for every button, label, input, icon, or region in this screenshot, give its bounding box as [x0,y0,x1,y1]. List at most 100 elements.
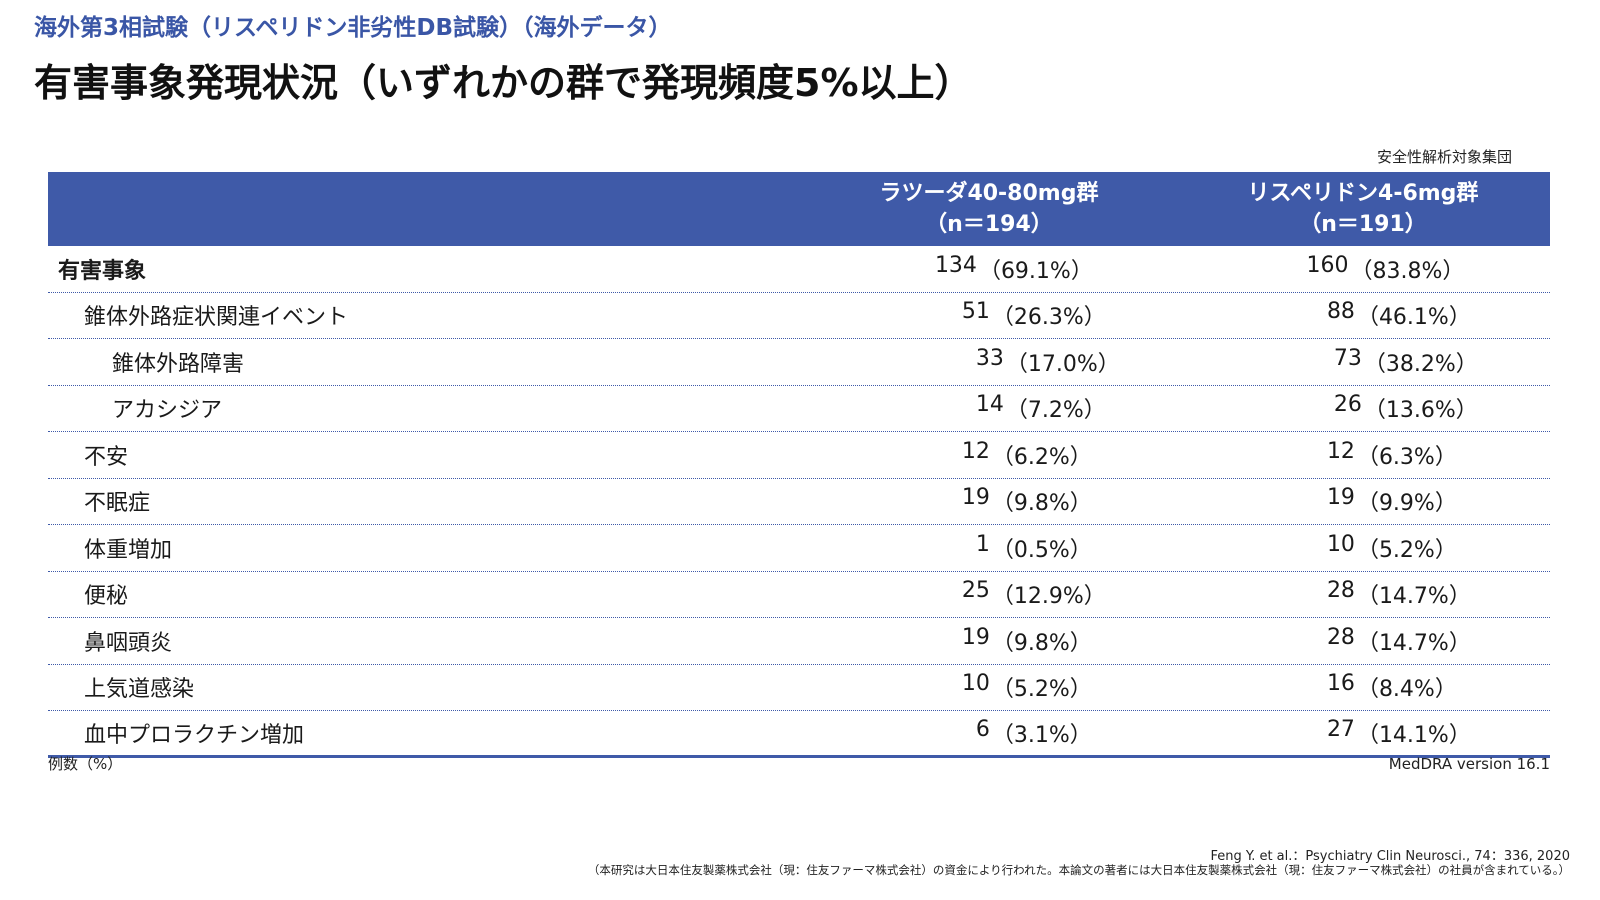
table-row: 有害事象 134 （69.1%） 160 （83.8%） [48,246,1550,293]
funding-note: （本研究は大日本住友製薬株式会社（現：住友ファーマ株式会社）の資金により行われた… [587,863,1570,877]
column-header-n: （n＝191） [1299,212,1427,237]
column-header-latuda: ラツーダ40-80mg群 （n＝194） [802,178,1176,240]
risperidone-count: 27 [1326,716,1355,742]
risperidone-percent: （83.8%） [1350,258,1465,284]
row-label: 不安 [84,444,129,470]
latuda-value: 134 （69.1%） [807,253,1179,285]
risperidone-percent: （5.2%） [1356,537,1457,563]
latuda-value: 10 （5.2%） [820,671,1185,703]
latuda-count: 1 [975,531,990,557]
risperidone-count: 10 [1326,531,1355,557]
table-header: ラツーダ40-80mg群 （n＝194） リスペリドン4-6mg群 （n＝191… [48,172,1550,246]
row-label: 体重増加 [84,537,173,563]
table-row: 不眠症 19 （9.8%） 19 （9.9%） [48,479,1550,525]
table-body: 有害事象 134 （69.1%） 160 （83.8%） 錐体外路症状関連イベント 51 （2… [48,246,1550,758]
citation: Feng Y. et al.：Psychiatry Clin Neurosci.… [1210,849,1571,864]
table-row: アカシジア 14 （7.2%） 26 （13.6%） [48,386,1550,432]
risperidone-percent: （9.9%） [1356,491,1457,517]
risperidone-count: 160 [1306,252,1349,278]
table-row: 血中プロラクチン増加 6 （3.1%） 27 （14.1%） [48,711,1550,758]
latuda-value: 25 （12.9%） [820,578,1185,610]
dictionary-version: MedDRA version 16.1 [1388,755,1550,773]
slide-subtitle: 海外第3相試験（リスペリドン非劣性DB試験）（海外データ） [34,15,672,41]
risperidone-value: 26 （13.6%） [1192,392,1550,424]
risperidone-count: 12 [1326,438,1355,464]
table-row: 便秘 25 （12.9%） 28 （14.7%） [48,572,1550,618]
risperidone-count: 26 [1333,392,1362,418]
risperidone-percent: （38.2%） [1363,351,1478,377]
risperidone-percent: （13.6%） [1363,398,1478,424]
column-header-name: ラツーダ40-80mg群 [879,181,1099,206]
row-label: 錐体外路障害 [112,351,245,377]
latuda-count: 19 [961,485,990,511]
adverse-events-table: ラツーダ40-80mg群 （n＝194） リスペリドン4-6mg群 （n＝191… [48,172,1550,758]
table-row: 錐体外路症状関連イベント 51 （26.3%） 88 （46.1%） [48,293,1550,339]
row-label: 有害事象 [58,258,147,284]
column-header-name: リスペリドン4-6mg群 [1247,181,1479,206]
latuda-percent: （26.3%） [991,305,1106,331]
table-row: 体重増加 1 （0.5%） 10 （5.2%） [48,525,1550,572]
latuda-value: 51 （26.3%） [820,299,1185,331]
risperidone-count: 28 [1326,578,1355,604]
row-label: 便秘 [84,584,129,610]
risperidone-percent: （46.1%） [1356,305,1471,331]
latuda-percent: （0.5%） [991,537,1092,563]
latuda-percent: （17.0%） [1005,351,1120,377]
latuda-value: 1 （0.5%） [820,532,1185,564]
row-label: 鼻咽頭炎 [84,630,173,656]
latuda-count: 14 [975,392,1004,418]
risperidone-count: 28 [1326,624,1355,650]
latuda-count: 6 [975,716,990,742]
latuda-count: 25 [961,578,990,604]
unit-note: 例数（%） [48,755,123,773]
risperidone-percent: （14.7%） [1356,630,1471,656]
latuda-percent: （9.8%） [991,491,1092,517]
risperidone-percent: （14.1%） [1356,722,1471,748]
risperidone-value: 28 （14.7%） [1185,625,1550,657]
latuda-count: 10 [961,671,990,697]
risperidone-value: 88 （46.1%） [1185,299,1550,331]
latuda-value: 12 （6.2%） [820,439,1185,471]
risperidone-count: 19 [1326,485,1355,511]
latuda-value: 14 （7.2%） [834,392,1192,424]
latuda-percent: （5.2%） [991,677,1092,703]
latuda-count: 33 [975,345,1004,371]
latuda-value: 33 （17.0%） [834,346,1192,378]
latuda-value: 19 （9.8%） [820,625,1185,657]
latuda-percent: （69.1%） [978,258,1093,284]
risperidone-count: 73 [1333,345,1362,371]
latuda-percent: （7.2%） [1005,398,1106,424]
risperidone-value: 19 （9.9%） [1185,485,1550,517]
table-row: 錐体外路障害 33 （17.0%） 73 （38.2%） [48,339,1550,386]
row-label: 不眠症 [84,491,151,517]
risperidone-percent: （8.4%） [1356,677,1457,703]
risperidone-value: 73 （38.2%） [1192,346,1550,378]
row-label: 上気道感染 [84,677,195,703]
risperidone-percent: （6.3%） [1356,444,1457,470]
analysis-population: 安全性解析対象集団 [1376,148,1512,166]
row-label: 血中プロラクチン増加 [84,722,305,748]
latuda-count: 51 [961,299,990,325]
slide-title: 有害事象発現状況（いずれかの群で発現頻度5%以上） [34,61,973,105]
row-label: 錐体外路症状関連イベント [84,305,349,331]
table-row: 鼻咽頭炎 19 （9.8%） 28 （14.7%） [48,618,1550,665]
risperidone-value: 10 （5.2%） [1185,532,1550,564]
risperidone-value: 12 （6.3%） [1185,439,1550,471]
risperidone-value: 16 （8.4%） [1185,671,1550,703]
column-header-n: （n＝194） [925,212,1053,237]
risperidone-value: 27 （14.1%） [1185,717,1550,749]
latuda-percent: （3.1%） [991,722,1092,748]
latuda-value: 6 （3.1%） [820,717,1185,749]
latuda-count: 134 [934,252,977,278]
row-label: アカシジア [112,398,223,424]
column-header-risperidone: リスペリドン4-6mg群 （n＝191） [1176,178,1550,240]
risperidone-count: 88 [1326,299,1355,325]
table-row: 不安 12 （6.2%） 12 （6.3%） [48,432,1550,479]
table-row: 上気道感染 10 （5.2%） 16 （8.4%） [48,665,1550,711]
risperidone-value: 28 （14.7%） [1185,578,1550,610]
latuda-count: 19 [961,624,990,650]
risperidone-value: 160 （83.8%） [1178,253,1550,285]
latuda-percent: （12.9%） [991,584,1106,610]
latuda-percent: （6.2%） [991,444,1092,470]
latuda-count: 12 [961,438,990,464]
